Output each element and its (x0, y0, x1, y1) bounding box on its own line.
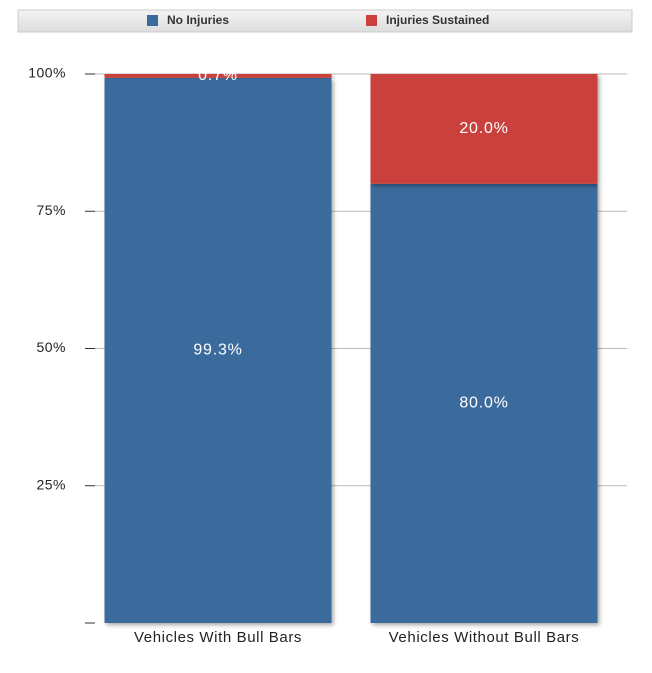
x-tick-label: Vehicles With Bull Bars (134, 629, 302, 646)
legend-label: Injuries Sustained (386, 13, 489, 27)
y-tick-label: 25% (36, 476, 66, 492)
value-label: 0.7% (198, 67, 238, 84)
bar-segment (104, 77, 332, 623)
y-tick-label: 75% (36, 202, 66, 218)
value-label: 99.3% (193, 342, 242, 359)
legend-label: No Injuries (167, 13, 229, 27)
legend-box (17, 9, 633, 33)
x-tick-label: Vehicles Without Bull Bars (389, 629, 580, 646)
bar-segment (370, 74, 598, 184)
y-tick-label: 50% (36, 339, 66, 355)
legend-marker (366, 15, 377, 26)
legend-marker (147, 15, 158, 26)
bar-segment (104, 74, 332, 78)
value-label: 20.0% (459, 120, 508, 137)
value-label: 80.0% (459, 395, 508, 412)
bar-segment (370, 183, 598, 624)
y-tick-label: 100% (28, 65, 66, 81)
